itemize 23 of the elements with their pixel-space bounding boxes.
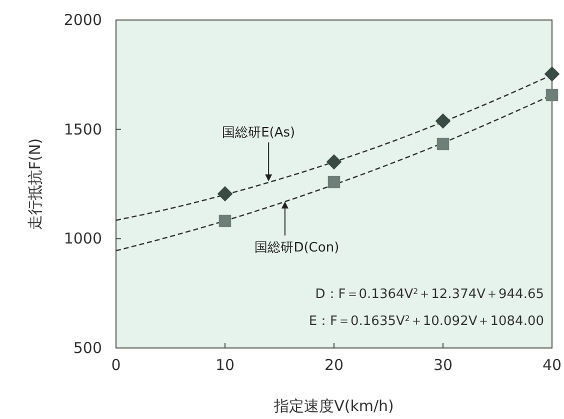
y-axis-title: 走行抵抗F(N) [26, 138, 44, 230]
y-tick-label: 1000 [64, 230, 102, 248]
annotation: D：F＝0.1364V$^{2}$＋12.374V＋944.65 [315, 286, 544, 302]
y-tick-label: 2000 [64, 11, 102, 29]
x-axis-title: 指定速度V(km/h) [273, 397, 394, 415]
annotation: E：F＝0.1635V$^{2}$＋10.092V＋1084.00 [308, 314, 544, 329]
point [435, 113, 451, 129]
x-tick-label: 40 [542, 356, 562, 374]
annotation: 国総研E(As) [222, 125, 296, 140]
point [218, 214, 232, 228]
x-tick-label: 20 [324, 356, 344, 374]
point [436, 138, 450, 150]
point [326, 154, 342, 170]
point [328, 176, 340, 188]
point [217, 186, 233, 202]
y-tick-label: 1500 [64, 120, 102, 138]
x-tick-label: 10 [215, 356, 235, 374]
point [546, 88, 558, 102]
x-tick-label: 0 [111, 356, 121, 374]
point [544, 66, 560, 82]
y-tick-label: 500 [73, 339, 102, 357]
annotation: 国総研D(Con) [254, 240, 340, 256]
x-tick-label: 30 [433, 356, 453, 374]
